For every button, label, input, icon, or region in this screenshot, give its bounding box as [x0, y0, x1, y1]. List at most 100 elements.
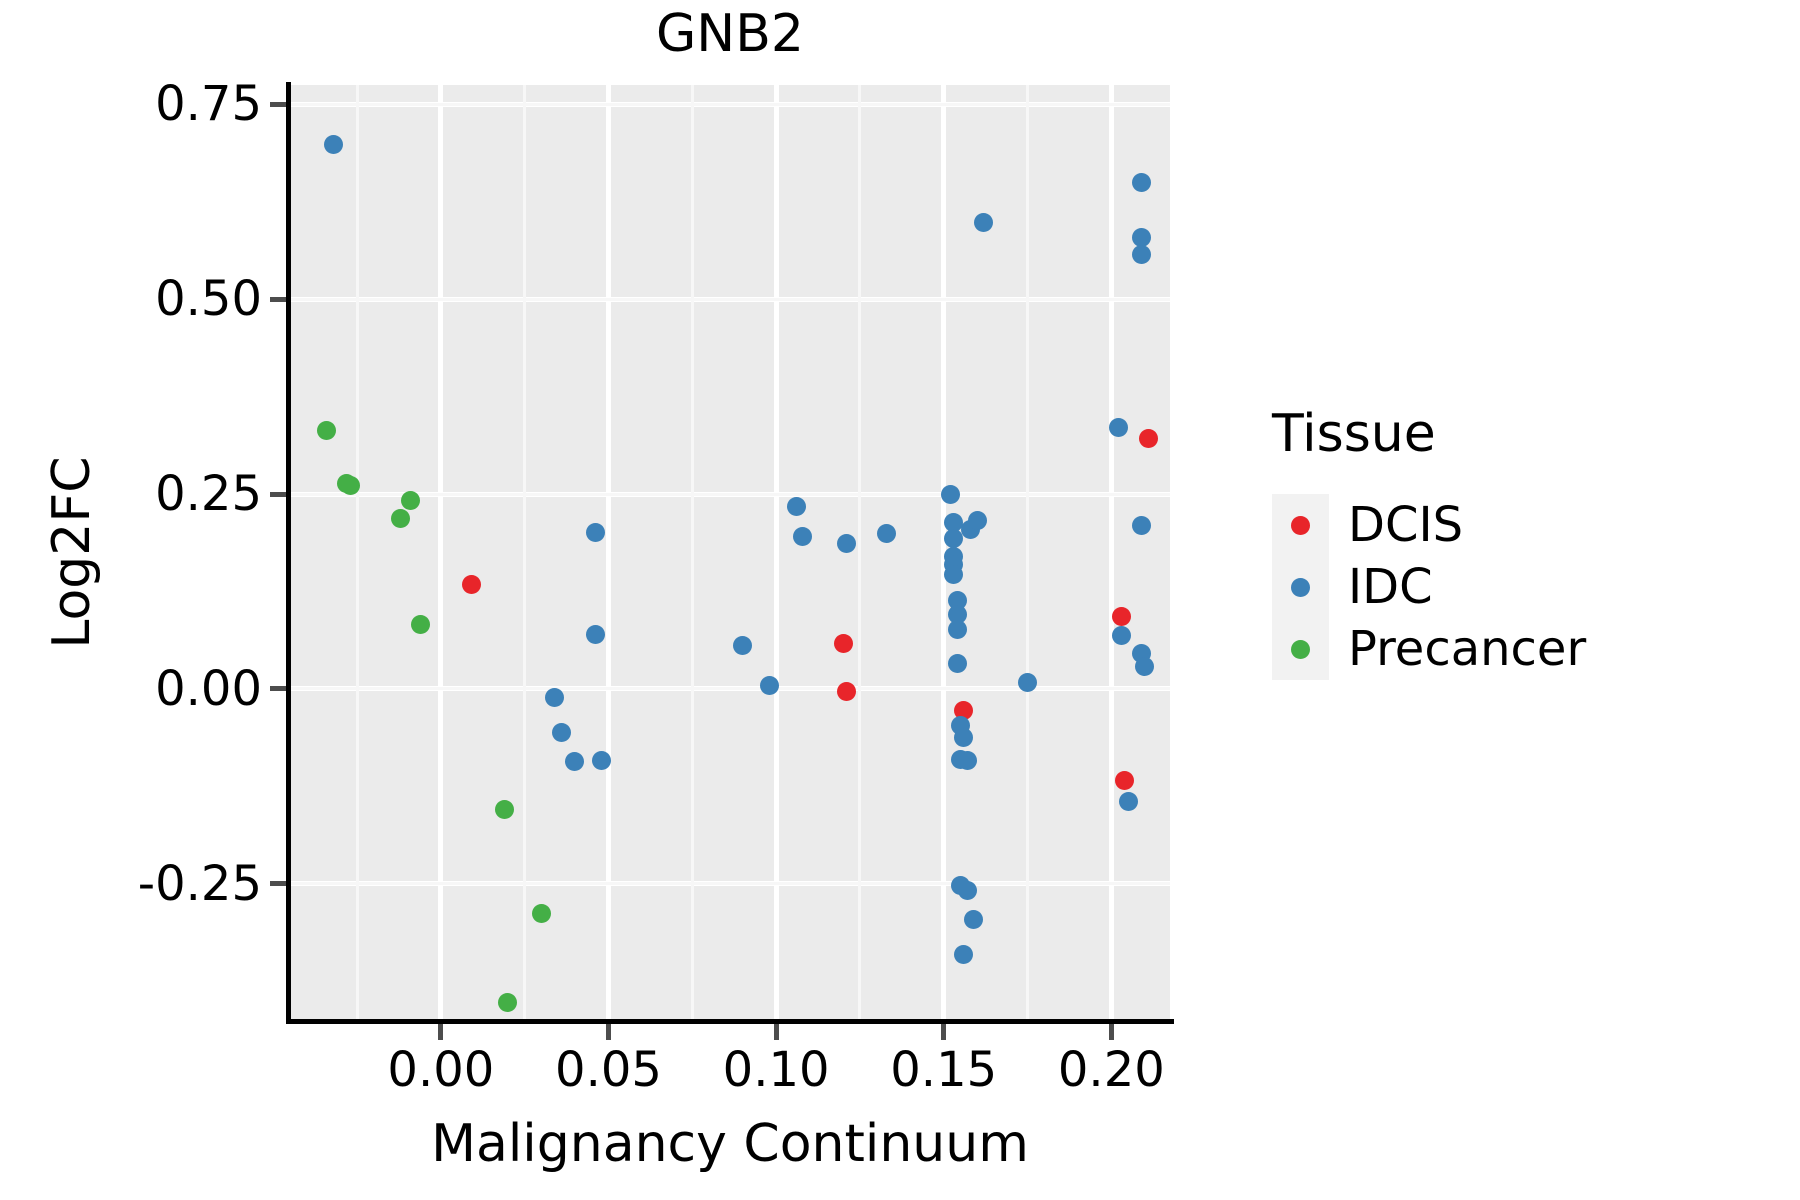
data-point — [498, 993, 518, 1013]
data-point — [495, 800, 515, 820]
data-point — [1132, 515, 1151, 535]
data-point — [340, 475, 360, 495]
data-point — [1138, 429, 1158, 449]
data-point — [944, 512, 964, 532]
y-axis-tick-label: 0.00 — [155, 660, 262, 717]
x-axis-tick-label: 0.05 — [555, 1042, 662, 1098]
gridline-minor-vertical — [858, 85, 862, 1020]
data-point — [957, 751, 977, 771]
x-axis-tick — [438, 1024, 444, 1040]
gridline-minor-vertical — [355, 85, 359, 1020]
y-axis-tick — [270, 686, 286, 692]
data-point — [954, 701, 974, 721]
gridline-minor-vertical — [690, 85, 694, 1020]
data-point — [411, 614, 431, 634]
circle-marker-icon — [1291, 515, 1310, 535]
y-axis-tick — [270, 491, 286, 497]
data-point — [324, 134, 344, 154]
gridline-major-vertical — [438, 85, 444, 1020]
legend-key-background — [1272, 494, 1329, 556]
data-point — [1132, 172, 1151, 192]
data-point — [401, 490, 421, 510]
data-point — [585, 522, 605, 542]
legend-title: Tissue — [1272, 404, 1436, 464]
data-point — [317, 421, 337, 441]
data-point — [944, 528, 964, 548]
gridline-minor-horizontal — [290, 492, 1170, 496]
y-axis-tick-label: -0.25 — [137, 855, 262, 912]
x-axis-tick — [773, 1024, 779, 1040]
data-point — [967, 511, 987, 531]
data-point — [786, 497, 806, 517]
data-point — [733, 635, 753, 655]
data-point — [1111, 606, 1131, 626]
data-point — [836, 681, 856, 701]
data-point — [954, 728, 974, 748]
data-point — [1118, 792, 1138, 812]
gridline-minor-horizontal — [290, 102, 1170, 106]
data-point — [545, 687, 565, 707]
data-point — [391, 509, 411, 529]
x-axis-tick-label: 0.10 — [722, 1042, 830, 1098]
y-axis-tick — [270, 881, 286, 887]
y-axis-tick — [270, 296, 286, 302]
data-point — [944, 564, 964, 584]
page-title: GNB2 — [656, 4, 804, 64]
gridline-minor-vertical — [523, 85, 527, 1020]
data-point — [531, 903, 551, 923]
data-point — [836, 533, 856, 553]
y-axis-tick-label: 0.50 — [155, 271, 262, 328]
gridline-major-vertical — [773, 85, 779, 1020]
gridline-major-vertical — [605, 85, 611, 1020]
data-point — [585, 624, 605, 644]
legend-item-label: IDC — [1348, 559, 1433, 615]
x-axis-tick-label: 0.20 — [1057, 1042, 1165, 1098]
data-point — [759, 676, 779, 696]
y-axis-tick-label: 0.75 — [155, 76, 262, 133]
data-point — [1135, 656, 1155, 676]
gridline-minor-horizontal — [290, 882, 1170, 886]
data-point — [592, 751, 612, 771]
data-point — [833, 634, 853, 654]
legend-item-label: Precancer — [1348, 621, 1587, 677]
data-point — [964, 909, 984, 929]
data-point — [1115, 771, 1135, 791]
gridline-major-vertical — [1108, 85, 1114, 1020]
x-axis-line — [286, 1019, 1174, 1024]
circle-marker-icon — [1291, 639, 1310, 659]
data-point — [954, 945, 974, 965]
y-axis-title: Log2FC — [42, 456, 102, 649]
x-axis-title: Malignancy Continuum — [431, 1114, 1029, 1174]
data-point — [1018, 673, 1038, 693]
circle-marker-icon — [1291, 577, 1310, 597]
x-axis-tick-label: 0.00 — [387, 1042, 495, 1098]
x-axis-tick — [1108, 1024, 1114, 1040]
data-point — [1108, 418, 1128, 438]
legend-key-background — [1272, 556, 1329, 618]
data-point — [1111, 625, 1131, 645]
y-axis-line — [286, 82, 291, 1023]
data-point — [565, 751, 585, 771]
x-axis-tick-label: 0.15 — [890, 1042, 998, 1098]
data-point — [552, 722, 572, 742]
gridline-minor-horizontal — [290, 297, 1170, 301]
data-point — [947, 653, 967, 673]
legend-key-background — [1272, 618, 1329, 680]
data-point — [957, 881, 977, 901]
data-point — [940, 485, 960, 505]
data-point — [461, 574, 481, 594]
data-point — [1132, 244, 1151, 264]
gridline-minor-vertical — [1026, 85, 1030, 1020]
plot-panel — [290, 85, 1170, 1020]
x-axis-tick — [605, 1024, 611, 1040]
y-axis-tick — [270, 101, 286, 107]
x-axis-tick — [941, 1024, 947, 1040]
data-point — [877, 524, 897, 544]
data-point — [793, 527, 813, 547]
data-point — [974, 213, 994, 233]
data-point — [947, 620, 967, 640]
y-axis-tick-label: 0.25 — [155, 466, 262, 523]
legend-item-label: DCIS — [1348, 497, 1464, 553]
gridline-minor-horizontal — [290, 687, 1170, 691]
